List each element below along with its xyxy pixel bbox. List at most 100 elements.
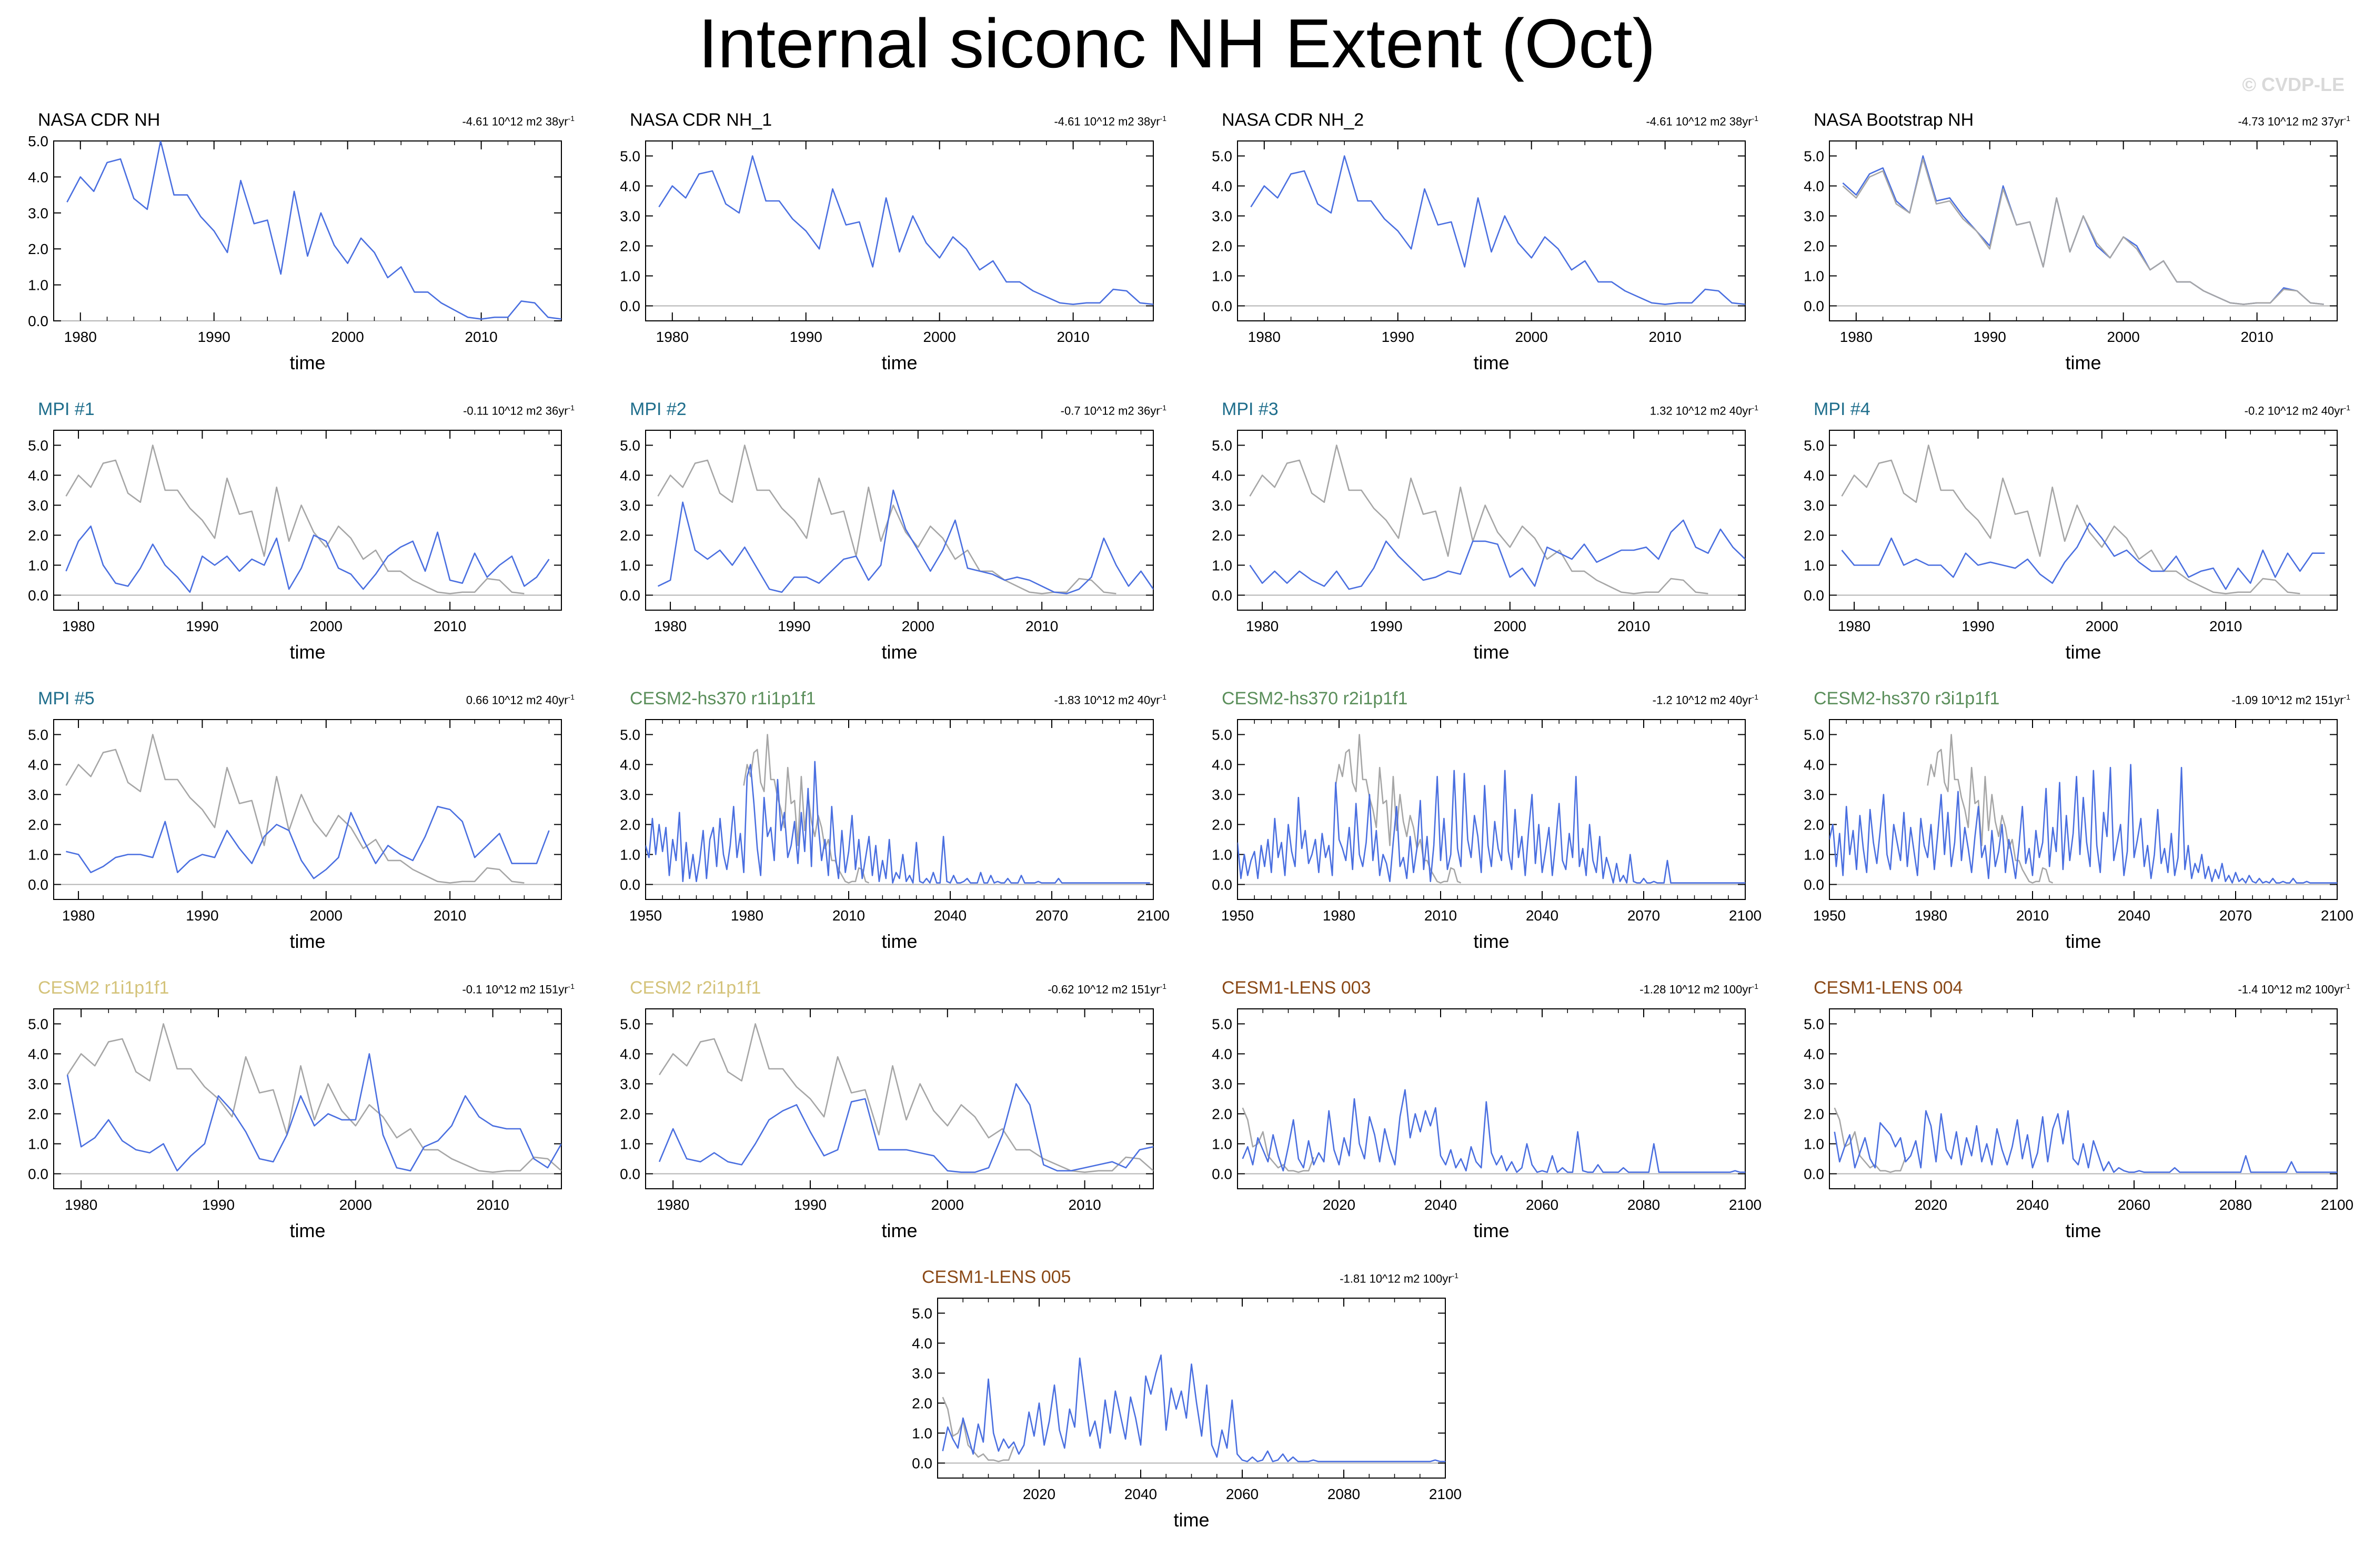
panel-title: MPI #1 — [38, 399, 95, 419]
plot-frame — [1829, 719, 2338, 900]
x-tick-label: 2020 — [1023, 1486, 1055, 1502]
y-tick-label: 1.0 — [1804, 268, 1824, 285]
plot-area: 0.0 1.0 2.0 3.0 4.0 5.0 1950 1980 2010 2040 2070 21… — [1212, 719, 1762, 952]
chart-panel: CESM1-LENS 004 -1.4 10^12 m2 100yr-1 0.0 1.… — [1781, 973, 2354, 1257]
trend-exponent: -1 — [1752, 114, 1758, 123]
x-tick-label: 2010 — [2240, 329, 2273, 345]
x-tick-label: 2010 — [2209, 618, 2242, 634]
plot-frame — [1237, 430, 1746, 611]
trend-exponent: -1 — [2343, 693, 2350, 701]
y-tick-label: 4.0 — [28, 757, 48, 773]
y-tick-label: 2.0 — [1804, 238, 1824, 255]
y-tick-label: 5.0 — [28, 1016, 48, 1033]
x-axis-label: time — [881, 1220, 917, 1241]
y-tick-label: 2.0 — [28, 817, 48, 833]
panel-title: MPI #2 — [630, 399, 687, 419]
y-tick-label: 0.0 — [28, 877, 48, 893]
trend-label: -0.7 10^12 m2 36yr-1 — [1061, 400, 1166, 419]
x-tick-label: 1980 — [1323, 907, 1355, 924]
y-tick-label: 3.0 — [1212, 208, 1232, 225]
y-tick-label: 5.0 — [28, 133, 48, 149]
plot-area: 0.0 1.0 2.0 3.0 4.0 5.0 1980 1990 2000 2010 time — [28, 719, 562, 952]
x-tick-label: 2060 — [1526, 1197, 1558, 1213]
y-tick-label: 4.0 — [1804, 468, 1824, 484]
trend-exponent: -1 — [1752, 403, 1758, 412]
y-tick-label: 0.0 — [620, 298, 640, 315]
plot-area: 0.0 1.0 2.0 3.0 4.0 5.0 1980 1990 2000 2010 time — [28, 1008, 562, 1241]
trend-label: -4.73 10^12 m2 37yr-1 — [2238, 110, 2350, 129]
obs-series-line — [1834, 1107, 1907, 1173]
y-tick-label: 2.0 — [1212, 1106, 1232, 1122]
plot-frame — [645, 719, 1154, 900]
x-axis-label: time — [289, 930, 325, 952]
y-tick-label: 1.0 — [620, 1136, 640, 1152]
x-tick-label: 2010 — [434, 907, 466, 924]
obs-series-line — [657, 444, 1116, 594]
plot-area: 0.0 1.0 2.0 3.0 4.0 5.0 1980 1990 2000 2010 time — [28, 133, 562, 373]
x-tick-label: 2010 — [2016, 907, 2049, 924]
plot-frame — [53, 430, 562, 611]
trend-label: -1.4 10^12 m2 100yr-1 — [2238, 978, 2350, 997]
chart-panel: CESM1-LENS 003 -1.28 10^12 m2 100yr-1 0.0 1… — [1189, 973, 1763, 1257]
trend-value: -4.61 10^12 m2 38yr — [1054, 115, 1160, 128]
x-tick-label: 2000 — [310, 618, 343, 634]
trend-label: -4.61 10^12 m2 38yr-1 — [462, 110, 575, 129]
x-axis-label: time — [881, 641, 917, 663]
x-tick-label: 1980 — [654, 618, 687, 634]
y-tick-label: 2.0 — [1804, 817, 1824, 833]
x-tick-label: 2010 — [1025, 618, 1058, 634]
y-tick-label: 1.0 — [620, 847, 640, 863]
y-tick-label: 4.0 — [620, 1046, 640, 1063]
x-axis-label: time — [2065, 352, 2101, 373]
plot-frame — [937, 1298, 1446, 1479]
panel-title: NASA CDR NH_1 — [630, 110, 772, 130]
y-tick-label: 0.0 — [28, 1166, 48, 1182]
x-tick-label: 1980 — [657, 1197, 689, 1213]
watermark: © CVDP-LE — [2242, 74, 2345, 95]
x-tick-label: 2040 — [934, 907, 967, 924]
x-axis-label: time — [2065, 930, 2101, 952]
y-tick-label: 2.0 — [28, 528, 48, 544]
trend-value: -1.09 10^12 m2 151yr — [2231, 693, 2344, 707]
trend-label: -1.81 10^12 m2 100yr-1 — [1340, 1268, 1458, 1287]
y-tick-label: 4.0 — [1804, 178, 1824, 195]
plot-area: 0.0 1.0 2.0 3.0 4.0 5.0 2020 2040 2060 2080 2100 ti… — [912, 1298, 1462, 1531]
trend-value: -1.83 10^12 m2 40yr — [1054, 693, 1160, 707]
model-series-line — [1249, 519, 1745, 590]
trend-label: -0.62 10^12 m2 151yr-1 — [1048, 978, 1166, 997]
y-tick-label: 1.0 — [1212, 1136, 1232, 1152]
plot-frame — [53, 140, 562, 321]
trend-exponent: -1 — [1160, 403, 1166, 412]
y-tick-label: 3.0 — [1212, 498, 1232, 514]
y-tick-label: 0.0 — [1804, 877, 1824, 893]
x-axis-label: time — [881, 930, 917, 952]
trend-value: -1.2 10^12 m2 40yr — [1652, 693, 1752, 707]
y-tick-label: 2.0 — [620, 238, 640, 255]
x-axis-label: time — [289, 1220, 325, 1241]
x-tick-label: 1950 — [1813, 907, 1846, 924]
model-series-line — [66, 1053, 561, 1172]
chart-panel: NASA CDR NH_2 -4.61 10^12 m2 38yr-1 0.0 1.0… — [1189, 105, 1763, 389]
y-tick-label: 5.0 — [1804, 438, 1824, 454]
x-tick-label: 2010 — [476, 1197, 509, 1213]
y-tick-label: 3.0 — [1804, 787, 1824, 803]
x-tick-label: 1990 — [1370, 618, 1402, 634]
obs-series-line — [659, 1023, 1153, 1173]
y-tick-label: 4.0 — [28, 1046, 48, 1063]
model-series-line — [657, 489, 1153, 594]
y-tick-label: 5.0 — [620, 727, 640, 743]
x-tick-label: 1980 — [1246, 618, 1279, 634]
y-tick-label: 0.0 — [1804, 588, 1824, 604]
x-tick-label: 1980 — [1840, 329, 1873, 345]
x-axis-label: time — [2065, 1220, 2101, 1241]
x-tick-label: 2040 — [1424, 1197, 1457, 1213]
x-axis-label: time — [289, 352, 325, 373]
x-tick-label: 2020 — [1323, 1197, 1355, 1213]
trend-value: -1.4 10^12 m2 100yr — [2238, 983, 2344, 996]
trend-exponent: -1 — [568, 693, 575, 701]
y-tick-label: 3.0 — [912, 1365, 932, 1382]
trend-label: -1.2 10^12 m2 40yr-1 — [1653, 689, 1758, 708]
y-tick-label: 2.0 — [28, 241, 48, 257]
obs-series-line — [65, 734, 525, 884]
obs-series-line — [1335, 734, 1462, 884]
